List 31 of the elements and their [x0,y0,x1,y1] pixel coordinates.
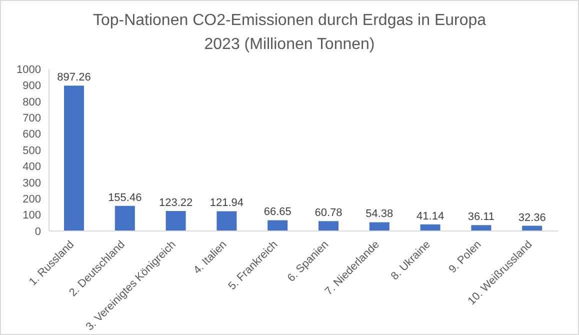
bar [216,211,237,231]
data-label: 32.36 [518,212,546,224]
bar [166,211,186,231]
y-tick-label: 800 [22,96,41,108]
bar [471,225,492,231]
bar [318,221,338,231]
data-label: 121.94 [210,197,244,210]
bar [64,86,84,231]
bar [420,224,440,231]
y-tick-label: 500 [22,144,41,157]
data-label: 54.38 [366,208,394,220]
chart-title: Top-Nationen CO2-Emissionen durch Erdgas in Europa 2023 (Millionen Tonnen) [92,11,488,55]
y-tick-label: 900 [22,80,41,92]
data-label: 123.22 [158,197,193,210]
y-tick-label: 600 [22,128,41,141]
data-label: 155.46 [108,192,142,204]
bar [268,220,288,231]
bar [114,206,135,231]
y-tick-label: 200 [22,194,41,206]
y-tick-label: 400 [22,161,41,174]
y-tick-label: 100 [22,210,41,222]
data-label: 41.14 [416,210,444,222]
y-tick-label: 700 [22,112,41,125]
bar [369,222,390,231]
data-label: 897.26 [57,72,91,84]
data-label: 36.11 [468,211,495,224]
data-label: 66.65 [264,206,292,218]
y-tick-label: 0 [34,226,41,238]
y-tick-label: 300 [22,177,41,190]
data-label: 60.78 [314,207,342,220]
y-tick-label: 1000 [16,64,41,76]
